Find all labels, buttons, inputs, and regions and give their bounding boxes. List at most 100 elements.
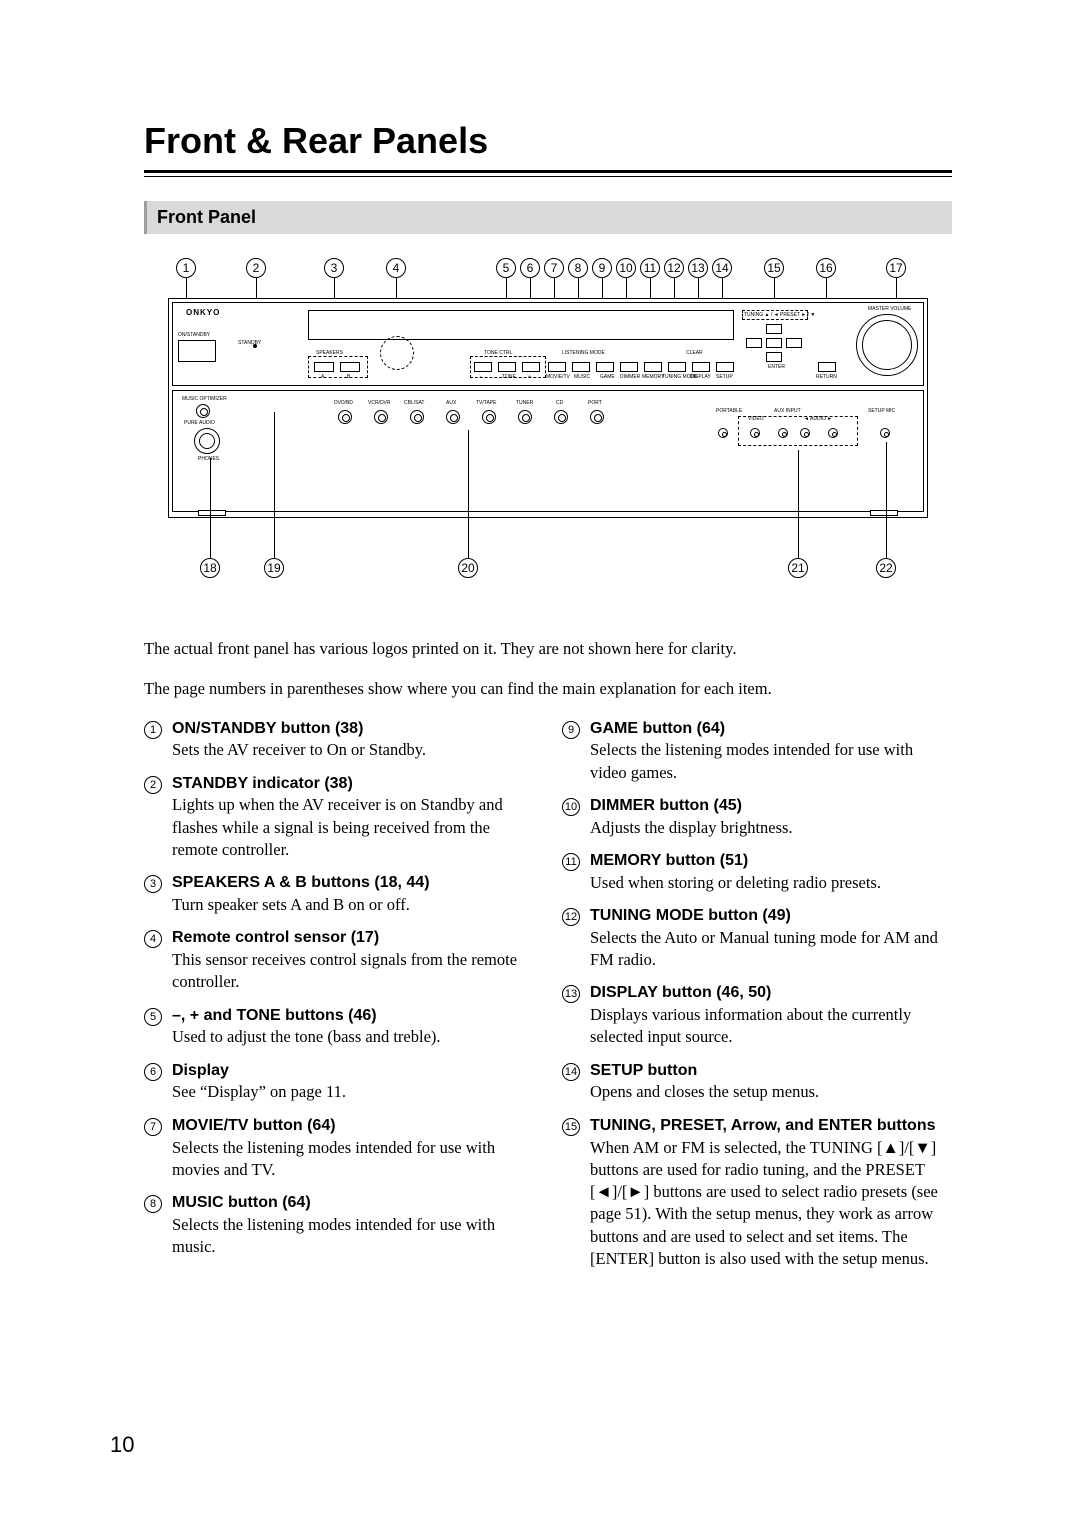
callout-21: 21	[788, 558, 808, 578]
item-desc: Selects the listening modes intended for…	[172, 1214, 534, 1259]
callout-10: 10	[616, 258, 636, 278]
label-movie: MOVIE/TV	[546, 374, 570, 380]
item-number: 15	[562, 1118, 580, 1136]
item-title: MOVIE/TV button (64)	[172, 1116, 534, 1137]
callout-15: 15	[764, 258, 784, 278]
btn-arrow-up	[766, 324, 782, 334]
item-desc: Used when storing or deleting radio pres…	[590, 872, 952, 894]
brand-logo: ONKYO	[186, 308, 220, 317]
label-plus: +	[528, 374, 531, 380]
callout-18: 18	[200, 558, 220, 578]
item-desc: This sensor receives control signals fro…	[172, 949, 534, 994]
item-number: 5	[144, 1008, 162, 1026]
jack-vcrdvr	[374, 410, 388, 424]
title-rule-thin	[144, 176, 952, 177]
label-return: RETURN	[816, 374, 837, 380]
item-desc: Selects the Auto or Manual tuning mode f…	[590, 927, 952, 972]
item-desc: See “Display” on page 11.	[172, 1081, 534, 1103]
item-title: DIMMER button (45)	[590, 796, 952, 817]
jack-cblsat	[410, 410, 424, 424]
item-desc: Lights up when the AV receiver is on Sta…	[172, 794, 534, 861]
label-B: B	[347, 374, 350, 380]
item-title: GAME button (64)	[590, 719, 952, 740]
label-portable: PORTABLE	[716, 408, 742, 414]
item-title: ON/STANDBY button (38)	[172, 719, 534, 740]
item-title: TUNING MODE button (49)	[590, 906, 952, 927]
item-title: SETUP button	[590, 1061, 952, 1082]
callout-3: 3	[324, 258, 344, 278]
jack-aux	[446, 410, 460, 424]
label-vcrdvr: VCR/DVR	[368, 400, 391, 406]
section-heading: Front Panel	[144, 201, 952, 234]
btn-dimmer	[620, 362, 638, 372]
item-number: 9	[562, 721, 580, 739]
label-display: DISPLAY	[690, 374, 711, 380]
btn-tuningmode	[668, 362, 686, 372]
item-desc: Opens and closes the setup menus.	[590, 1081, 952, 1103]
item-desc: Displays various information about the c…	[590, 1004, 952, 1049]
jack-audio-r	[800, 428, 810, 438]
callout-20: 20	[458, 558, 478, 578]
item-desc: When AM or FM is selected, the TUNING [▲…	[590, 1137, 952, 1271]
list-item: 2 STANDBY indicator (38)Lights up when th…	[144, 774, 534, 862]
list-item: 13DISPLAY button (46, 50)Displays variou…	[562, 983, 952, 1048]
btn-speakerB	[340, 362, 360, 372]
callout-8: 8	[568, 258, 588, 278]
item-desc: Adjusts the display brightness.	[590, 817, 952, 839]
callout-22: 22	[876, 558, 896, 578]
item-title: Remote control sensor (17)	[172, 928, 534, 949]
column-right: 9GAME button (64)Selects the listening m…	[562, 719, 952, 1283]
label-dvdbd: DVD/BD	[334, 400, 353, 406]
btn-tone-minus	[474, 362, 492, 372]
label-tuner: TUNER	[516, 400, 533, 406]
item-number: 14	[562, 1063, 580, 1081]
btn-arrow-down	[766, 352, 782, 362]
item-number: 3	[144, 875, 162, 893]
item-number: 2	[144, 776, 162, 794]
page-title: Front & Rear Panels	[144, 120, 952, 162]
list-item: 12 TUNING MODE button (49)Selects the Aut…	[562, 906, 952, 971]
lead-line	[886, 442, 887, 558]
callout-14: 14	[712, 258, 732, 278]
label-cblsat: CBL/SAT	[404, 400, 424, 406]
label-speakers: SPEAKERS	[316, 350, 343, 356]
item-title: DISPLAY button (46, 50)	[590, 983, 952, 1004]
list-item: 10DIMMER button (45)Adjusts the display …	[562, 796, 952, 839]
list-item: 3SPEAKERS A & B buttons (18, 44)Turn spe…	[144, 873, 534, 916]
item-title: –, + and TONE buttons (46)	[172, 1006, 534, 1027]
callout-6: 6	[520, 258, 540, 278]
phones-jack-inner	[199, 433, 215, 449]
front-panel-diagram: 1 2 3 4 5 6 7 8 9 10 11 12 13 14 15 16 1…	[168, 258, 928, 598]
chassis-foot	[198, 510, 226, 516]
callout-13: 13	[688, 258, 708, 278]
title-rule-thick	[144, 170, 952, 173]
list-item: 6 DisplaySee “Display” on page 11.	[144, 1061, 534, 1104]
list-item: 4 Remote control sensor (17)This sensor r…	[144, 928, 534, 993]
item-number: 11	[562, 853, 580, 871]
label-cd: CD	[556, 400, 563, 406]
list-item: 8MUSIC button (64)Selects the listening …	[144, 1193, 534, 1258]
item-number: 12	[562, 908, 580, 926]
item-number: 4	[144, 930, 162, 948]
callout-9: 9	[592, 258, 612, 278]
callout-1: 1	[176, 258, 196, 278]
jack-video	[750, 428, 760, 438]
btn-music-opt	[196, 404, 210, 418]
item-title: STANDBY indicator (38)	[172, 774, 534, 795]
label-A: A	[321, 374, 324, 380]
callout-4: 4	[386, 258, 406, 278]
item-columns: 1ON/STANDBY button (38)Sets the AV recei…	[144, 719, 952, 1283]
item-title: Display	[172, 1061, 534, 1082]
remote-sensor	[380, 336, 414, 370]
label-dimmer: DIMMER	[620, 374, 640, 380]
jack-audio-l	[778, 428, 788, 438]
label-video: VIDEO	[748, 416, 764, 422]
intro-line-1: The actual front panel has various logos…	[144, 638, 952, 660]
btn-tone-plus	[522, 362, 540, 372]
label-phones: PHONES	[198, 456, 219, 462]
label-pure-audio: PURE AUDIO	[184, 420, 215, 426]
jack-setup-mic	[880, 428, 890, 438]
callout-19: 19	[264, 558, 284, 578]
item-number: 6	[144, 1063, 162, 1081]
item-desc: Used to adjust the tone (bass and treble…	[172, 1026, 534, 1048]
